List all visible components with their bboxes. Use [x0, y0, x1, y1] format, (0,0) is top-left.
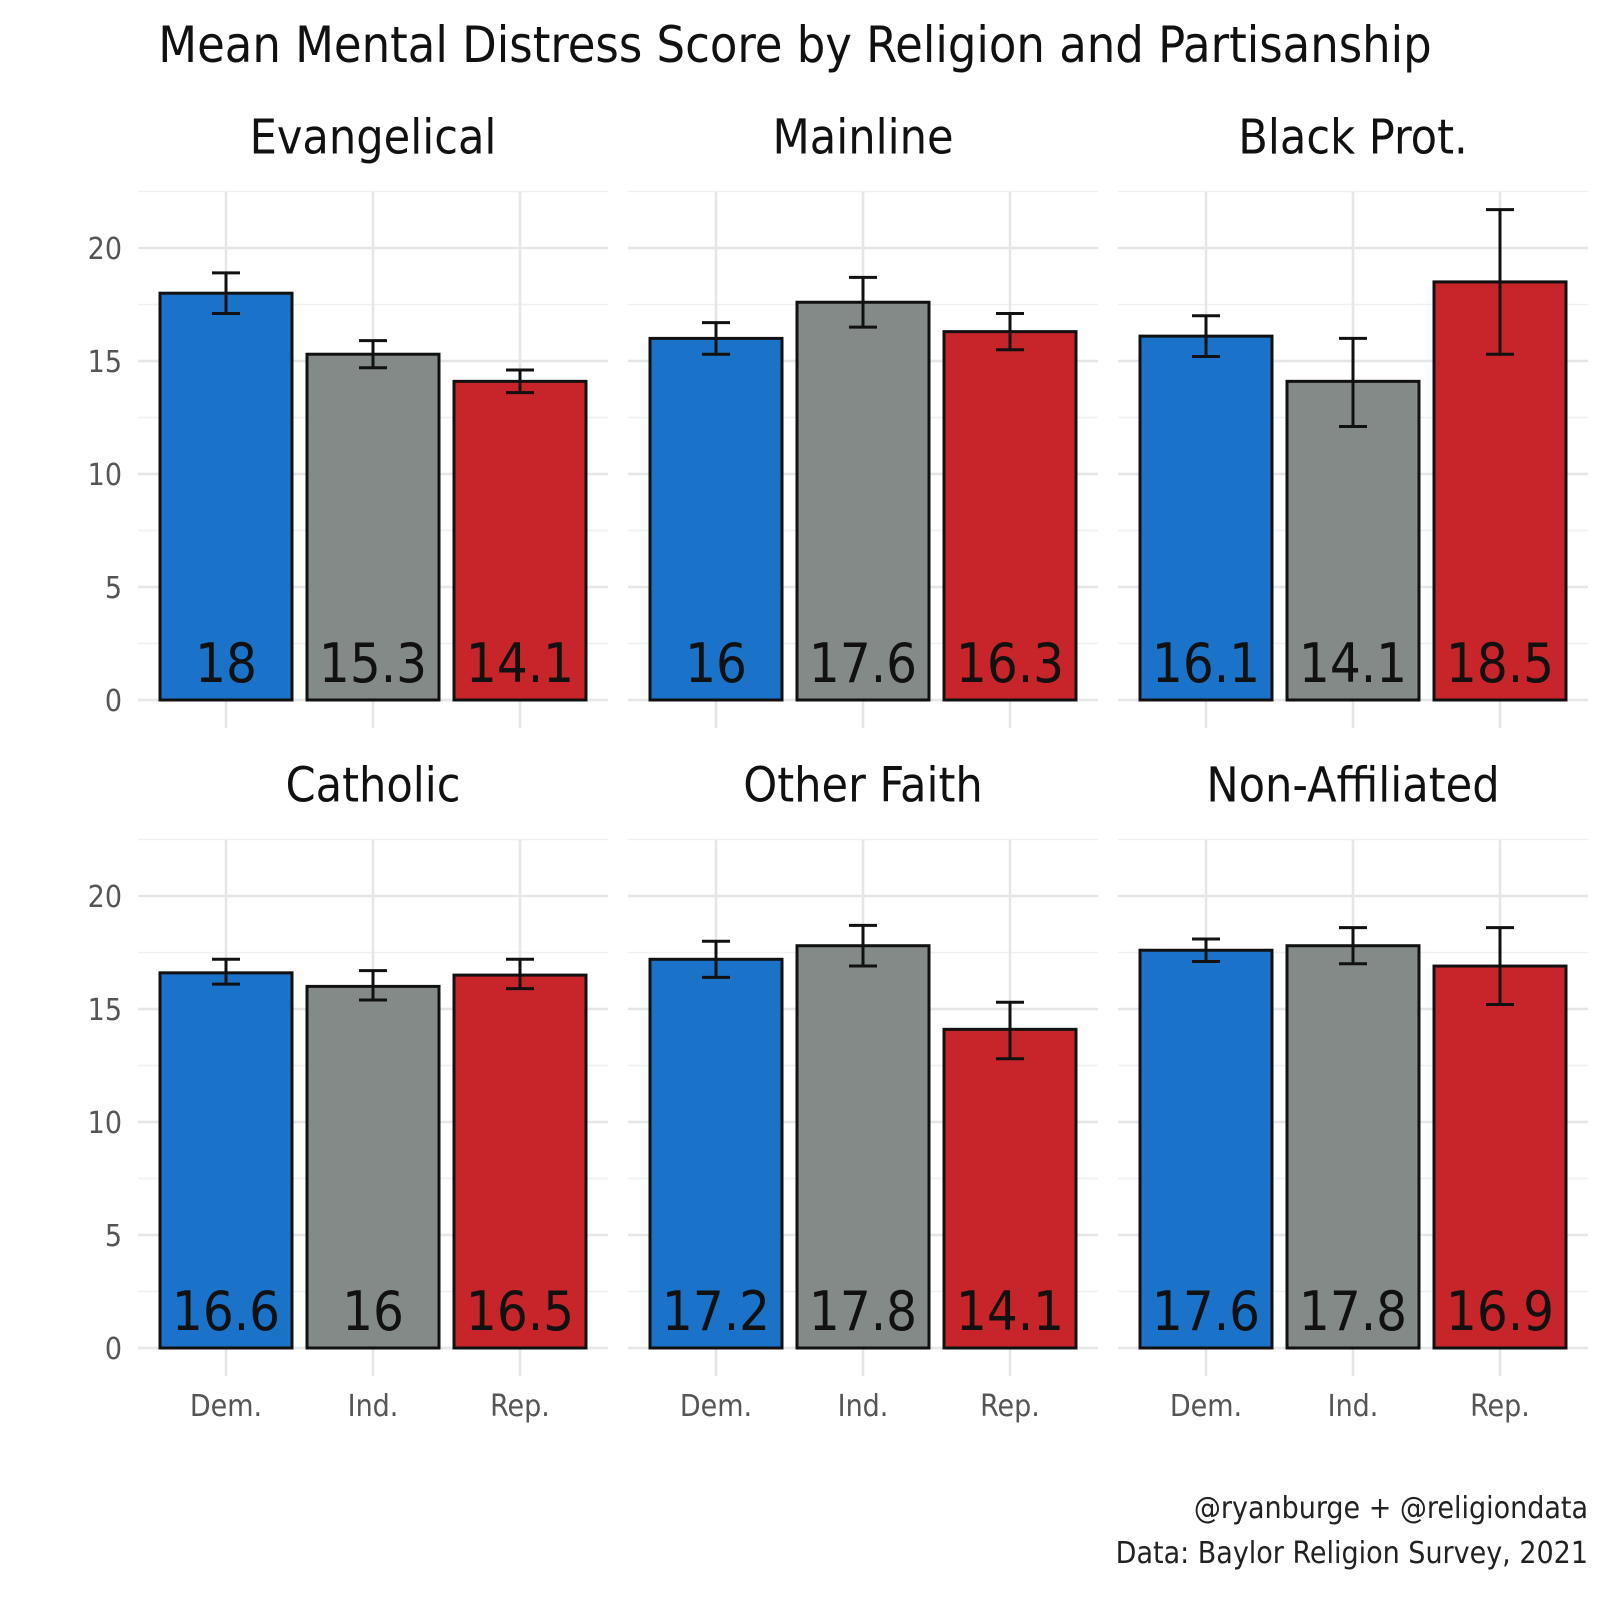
x-tick-label: Rep. [980, 1389, 1040, 1424]
data-label: 16.3 [956, 632, 1064, 695]
bar-dem [648, 336, 784, 702]
caption-line-2: Data: Baylor Religion Survey, 2021 [1116, 1536, 1588, 1571]
x-tick-label: Ind. [348, 1389, 399, 1424]
bar-rep [942, 330, 1078, 702]
y-tick-label: 15 [88, 345, 122, 380]
y-tick-label: 0 [105, 684, 122, 719]
data-label: 16.1 [1152, 632, 1260, 695]
panels: Evangelical 0 5 10 15 20 18 15.3 14.1 Mainline 16 1… [88, 110, 1588, 1424]
panel-title: Evangelical [250, 110, 497, 166]
bar-rep [452, 973, 588, 1350]
data-label: 16 [342, 1280, 404, 1343]
y-tick-label: 10 [88, 1106, 122, 1141]
data-label: 16.5 [466, 1280, 574, 1343]
data-label: 18 [195, 632, 257, 695]
panel-mainline: Mainline 16 17.6 16.3 [628, 110, 1098, 728]
data-label: 16.6 [172, 1280, 280, 1343]
data-label: 17.6 [1152, 1280, 1260, 1343]
x-tick-label: Dem. [190, 1389, 262, 1424]
data-label: 17.6 [809, 632, 917, 695]
data-label: 17.2 [662, 1280, 770, 1343]
panel-evangelical: Evangelical 0 5 10 15 20 18 15.3 14.1 [88, 110, 608, 728]
caption-line-1: @ryanburge + @religiondata [1194, 1491, 1588, 1526]
bar-ind [305, 352, 441, 702]
y-tick-label: 20 [88, 880, 122, 915]
bar-ind [305, 984, 441, 1350]
panel-title: Mainline [772, 110, 953, 166]
y-tick-label: 5 [105, 571, 122, 606]
x-tick-label: Dem. [680, 1389, 752, 1424]
bar-rep [942, 1027, 1078, 1350]
bar-ind [1285, 944, 1421, 1350]
chart-title: Mean Mental Distress Score by Religion a… [158, 16, 1432, 74]
x-tick-label: Rep. [1470, 1389, 1530, 1424]
data-label: 14.1 [466, 632, 574, 695]
y-tick-label: 20 [88, 232, 122, 267]
y-tick-label: 0 [105, 1332, 122, 1367]
bar-ind [1285, 379, 1421, 702]
bar-dem [1138, 334, 1274, 702]
data-label: 14.1 [956, 1280, 1064, 1343]
x-tick-label: Ind. [838, 1389, 889, 1424]
data-label: 16 [685, 632, 747, 695]
data-label: 17.8 [1299, 1280, 1407, 1343]
bar-dem [648, 957, 784, 1350]
x-tick-label: Dem. [1170, 1389, 1242, 1424]
data-label: 14.1 [1299, 632, 1407, 695]
data-label: 17.8 [809, 1280, 917, 1343]
panel-non-affiliated: Non-Affiliated 17.6 17.8 16.9 Dem. Ind. Rep. [1118, 758, 1588, 1424]
data-label: 15.3 [319, 632, 427, 695]
bar-dem [158, 971, 294, 1350]
data-label: 18.5 [1446, 632, 1554, 695]
panel-title: Black Prot. [1238, 110, 1467, 166]
panel-other-faith: Other Faith 17.2 17.8 14.1 Dem. Ind. Rep. [628, 758, 1098, 1424]
panel-catholic: Catholic 0 5 10 15 20 16.6 16 16.5 Dem. Ind. Rep. [88, 758, 608, 1424]
y-tick-label: 15 [88, 993, 122, 1028]
bar-rep [452, 379, 588, 702]
panel-black-prot-: Black Prot. 16.1 14.1 18.5 [1118, 110, 1588, 728]
panel-title: Non-Affiliated [1206, 758, 1499, 814]
y-tick-label: 5 [105, 1219, 122, 1254]
x-tick-label: Ind. [1328, 1389, 1379, 1424]
y-tick-label: 10 [88, 458, 122, 493]
panel-title: Other Faith [743, 758, 983, 814]
bar-dem [158, 291, 294, 702]
bar-rep [1432, 964, 1568, 1350]
bar-dem [1138, 948, 1274, 1350]
bar-ind [795, 944, 931, 1350]
panel-title: Catholic [285, 758, 460, 814]
data-label: 16.9 [1446, 1280, 1554, 1343]
x-tick-label: Rep. [490, 1389, 550, 1424]
